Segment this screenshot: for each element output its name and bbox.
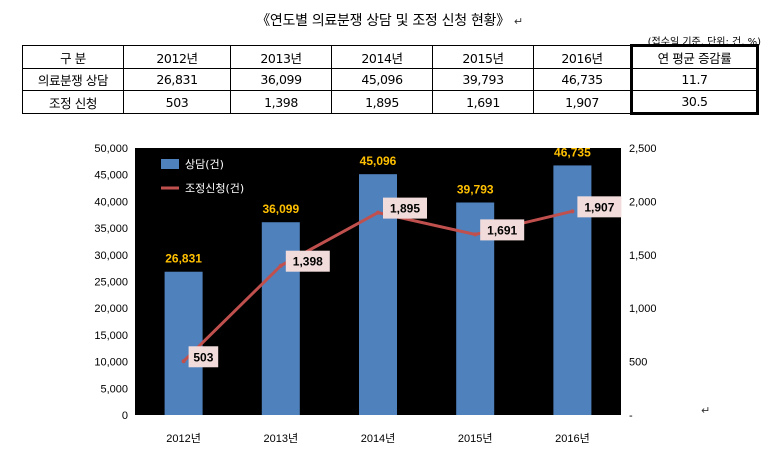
bar-data-label: 39,793 [457,183,494,197]
table-cell: 45,096 [331,68,433,91]
x-tick-label: 2012년 [166,432,201,445]
line-point [278,263,283,268]
line-data-label: 503 [193,350,213,364]
y-left-tick-label: 25,000 [94,277,128,289]
chart-svg: 0 5,000 10,000 15,000 20,000 25,000 30,000 35,0… [77,133,658,464]
x-tick-label: 2014년 [361,432,396,445]
y-left-tick-label: 20,000 [94,303,128,315]
table-header-row: 구 분 2012년 2013년 2014년 2015년 2016년 연 평균 증… [22,44,759,69]
bar-data-label: 26,831 [165,252,202,266]
table-cell: 조정 신청 [22,90,124,114]
line-data-label: 1,895 [390,202,420,216]
legend-label-bar: 상담(건) [185,158,224,171]
line-label-box [480,219,525,241]
table-cell: 1,895 [331,90,433,114]
y-right-tick-label: 500 [629,357,647,369]
line-label-box [577,196,622,218]
chart-area: 0 5,000 10,000 15,000 20,000 25,000 30,000 35,0… [77,133,658,464]
table-row: 의료분쟁 상담 26,831 36,099 45,096 39,793 46,7… [22,68,759,91]
stats-table: 구 분 2012년 2013년 2014년 2015년 2016년 연 평균 증… [22,44,759,115]
table-header-cell: 연 평균 증감률 [630,44,759,69]
y-right-tick-label: - [629,410,633,422]
line-data-label: 1,907 [584,200,614,214]
table-header-cell: 2014년 [331,45,433,69]
table-row: 조정 신청 503 1,398 1,895 1,691 1,907 30.5 [22,90,759,115]
line-label-box [188,346,219,368]
paragraph-mark-icon: ↵ [701,404,711,417]
chart-marks: 0 5,000 10,000 15,000 20,000 25,000 30,000 35,0… [94,143,656,445]
bar-data-label: 36,099 [262,202,299,216]
bar [164,271,203,415]
y-left-tick-label: 0 [122,410,128,422]
table-cell: 1,691 [432,90,534,114]
table-header-cell: 2015년 [432,45,534,69]
line-point [473,232,478,237]
chart-legend: 상담(건) 조정신청(건) [161,158,244,195]
x-tick-label: 2016년 [555,432,590,445]
y-right-tick-label: 2,000 [629,196,657,208]
line-label-box [285,250,330,272]
table-cell: 11.7 [630,68,759,91]
y-left-tick-label: 30,000 [94,250,128,262]
line-point [376,210,380,215]
x-tick-label: 2015년 [458,432,493,445]
y-right-tick-label: 1,000 [629,303,657,315]
x-tick-label: 2013년 [264,432,299,445]
y-left-tick-label: 15,000 [94,330,128,342]
table-cell: 의료분쟁 상담 [22,68,124,91]
line-point [181,359,186,364]
legend-label-line: 조정신청(건) [185,182,244,195]
y-left-tick-label: 45,000 [94,170,128,182]
table-cell: 39,793 [432,68,534,91]
paragraph-mark-icon: ↵ [513,15,523,28]
table-cell: 1,398 [230,90,332,114]
table-cell: 46,735 [533,68,632,91]
page-title: 《연도별 의료분쟁 상담 및 조정 신청 현황》 ↵ [256,13,523,29]
unit-note: (접수일 기준, 단위: 건, %) [647,37,761,48]
table-cell: 1,907 [533,90,632,114]
y-left-tick-label: 5,000 [100,383,128,395]
table-header-cell: 2016년 [533,45,632,69]
table-header-cell: 2013년 [230,45,332,69]
bar-data-label: 46,735 [554,145,591,159]
table-header-cell: 2012년 [123,45,231,69]
y-left-tick-label: 50,000 [94,143,128,155]
bar-data-label: 45,096 [360,154,397,168]
y-right-tick-label: 2,500 [629,143,657,155]
table-cell: 36,099 [230,68,332,91]
y-left-tick-label: 35,000 [94,223,128,235]
legend-swatch-bar [161,159,179,169]
table-cell: 26,831 [123,68,231,91]
line-data-label: 1,691 [487,223,517,237]
line-point [570,209,575,214]
y-right-tick-label: 1,500 [629,250,657,262]
y-left-tick-label: 40,000 [94,196,128,208]
y-left-tick-label: 10,000 [94,357,128,369]
line-data-label: 1,398 [293,255,323,269]
table-cell: 503 [123,90,231,114]
table-header-cell: 구 분 [22,45,124,69]
line-label-box [383,197,427,219]
table-cell: 30.5 [630,90,759,115]
